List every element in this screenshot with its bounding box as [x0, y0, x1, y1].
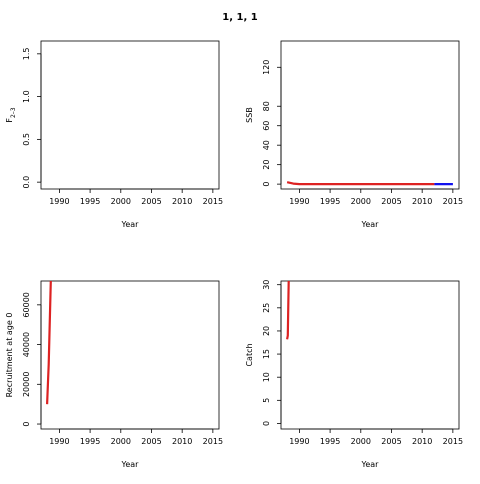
x-axis: 1990 1995 2000 2005 2010 2015	[49, 188, 223, 206]
x-tick-label: 2000	[111, 437, 131, 446]
x-axis-label: Year	[121, 220, 140, 229]
x-tick-label: 2005	[141, 197, 161, 206]
plot-frame	[40, 40, 220, 190]
y-tick-label: 1.5	[22, 47, 31, 60]
y-tick-label: 120	[262, 60, 271, 75]
x-tick-label: 1995	[80, 437, 100, 446]
y-tick-label: 40000	[22, 332, 31, 357]
y-axis: 0 5 10 15 20 25 30	[262, 280, 282, 426]
x-tick-label: 2010	[412, 197, 432, 206]
panel-1: 1990 1995 2000 2005 2010 2015 Year 0.0 0.5 1.0 1.5…	[5, 40, 223, 229]
y-tick-label: 0	[22, 421, 31, 426]
x-tick-label: 2010	[172, 437, 192, 446]
x-tick-label: 2000	[351, 437, 371, 446]
x-tick-label: 1995	[320, 437, 340, 446]
x-axis: 1990 1995 2000 2005 2010 2015	[289, 188, 463, 206]
y-tick-label: 40	[262, 140, 271, 150]
x-tick-label: 1995	[320, 197, 340, 206]
y-axis-label: Recruitment at age 0	[5, 313, 14, 398]
y-tick-label: 5	[262, 398, 271, 403]
page-title: 1, 1, 1	[222, 12, 257, 23]
x-tick-label: 1990	[49, 437, 69, 446]
y-tick-label: 0.5	[22, 133, 31, 146]
series-line-1	[286, 181, 435, 186]
y-axis-label: F2–3	[5, 107, 17, 122]
x-axis-label: Year	[121, 460, 140, 469]
y-tick-label: 15	[262, 349, 271, 359]
y-tick-label: 1.0	[22, 90, 31, 103]
x-tick-label: 1990	[289, 437, 309, 446]
x-tick-label: 2015	[203, 197, 223, 206]
y-tick-label: 25	[262, 303, 271, 313]
series-line-1	[286, 281, 290, 340]
plot-frame	[280, 40, 460, 190]
x-tick-label: 1995	[80, 197, 100, 206]
x-tick-label: 2000	[351, 197, 371, 206]
y-tick-label: 0	[262, 421, 271, 426]
x-tick-label: 2000	[111, 197, 131, 206]
y-tick-label: 20000	[22, 372, 31, 397]
panel-4: 1990 1995 2000 2005 2010 2015 Year 0 5 10 15 20 25 30…	[245, 280, 463, 469]
x-tick-label: 1990	[289, 197, 309, 206]
y-tick-label: 60	[262, 121, 271, 131]
y-tick-label: 10	[262, 372, 271, 382]
y-tick-label: 0	[262, 182, 271, 187]
x-tick-label: 2005	[141, 437, 161, 446]
panel-3: 1990 1995 2000 2005 2010 2015 Year 0 20000 40000 6…	[5, 280, 223, 469]
x-tick-label: 2015	[443, 437, 463, 446]
x-tick-label: 2005	[381, 437, 401, 446]
x-axis-label: Year	[361, 220, 380, 229]
y-axis-label: Catch	[245, 343, 254, 366]
y-axis-label-sub: 2–3	[10, 107, 17, 118]
x-tick-label: 2010	[412, 437, 432, 446]
x-tick-label: 2015	[203, 437, 223, 446]
series-line-1	[46, 281, 52, 405]
y-axis: 0 20 40 60 80 120	[262, 60, 282, 187]
x-tick-label: 2005	[381, 197, 401, 206]
y-axis-label-main: F	[5, 118, 14, 123]
y-tick-label: 20	[262, 326, 271, 336]
x-axis: 1990 1995 2000 2005 2010 2015	[49, 428, 223, 446]
x-axis: 1990 1995 2000 2005 2010 2015	[289, 428, 463, 446]
y-axis-label: SSB	[245, 107, 254, 123]
panel-2: 1990 1995 2000 2005 2010 2015 Year 0 20 40 60 80 120…	[245, 40, 463, 229]
y-tick-label: 60000	[22, 292, 31, 317]
x-tick-label: 2015	[443, 197, 463, 206]
y-tick-label: 0.0	[22, 176, 31, 189]
y-axis: 0 20000 40000 60000	[22, 292, 42, 427]
x-tick-label: 1990	[49, 197, 69, 206]
y-tick-label: 20	[262, 160, 271, 170]
y-tick-label: 80	[262, 101, 271, 111]
x-axis-label: Year	[361, 460, 380, 469]
x-tick-label: 2010	[172, 197, 192, 206]
y-axis: 0.0 0.5 1.0 1.5	[22, 47, 42, 189]
plot-frame	[40, 280, 220, 430]
y-tick-label: 30	[262, 280, 271, 290]
plot-frame	[280, 280, 460, 430]
